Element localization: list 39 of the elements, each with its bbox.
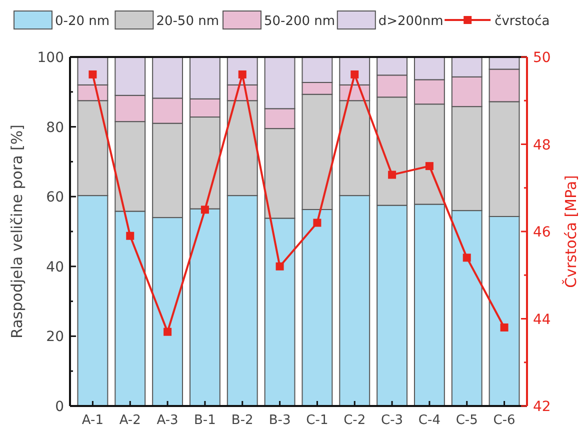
point (276, 262, 284, 270)
y-tick-label: 60 (46, 190, 64, 206)
y2-tick-label: 50 (533, 50, 551, 66)
point (313, 218, 322, 227)
legend-label: 50-200 nm (264, 14, 336, 29)
point (425, 162, 434, 170)
y2-tick-label: 48 (533, 137, 551, 154)
x-tick-label: A-2 (119, 413, 141, 428)
point (126, 232, 134, 240)
point (164, 328, 172, 336)
point (200, 206, 209, 214)
x-tick-label: C-3 (381, 413, 404, 428)
x-tick-label: C-5 (456, 413, 478, 428)
y-tick-label: 80 (46, 120, 64, 136)
y2-tick-label: 46 (533, 224, 551, 240)
legend-label: čvrstoća (494, 14, 550, 29)
x-tick-label: C-4 (418, 413, 440, 428)
legend-label: d>200nm (378, 14, 444, 29)
legend-label: 0-20 nm (55, 14, 110, 29)
y-axis-title: Raspodjela veličine pora [%] (8, 124, 26, 338)
x-tick-label: C-6 (493, 413, 516, 428)
x-tick-label: B-3 (268, 413, 291, 428)
y2-tick-label: 42 (533, 399, 551, 415)
x-tick-label: B-2 (231, 413, 254, 428)
point (500, 323, 508, 332)
y-tick-label: 100 (37, 50, 64, 66)
y-tick-label: 20 (46, 329, 64, 346)
x-tick-label: A-3 (156, 413, 178, 428)
point (462, 254, 471, 262)
y-tick-label: 40 (46, 259, 64, 276)
x-tick-label: A-1 (82, 413, 104, 428)
y2-axis-title: Čvrstoća [MPa] (562, 175, 580, 288)
legend-label: 20-50 nm (156, 14, 220, 29)
y-tick-label: 0 (55, 399, 64, 415)
x-tick-label: C-1 (306, 413, 328, 428)
x-tick-label: C-2 (344, 413, 366, 428)
y2-tick-label: 44 (533, 312, 551, 328)
x-tick-label: B-1 (194, 413, 216, 428)
point (388, 170, 396, 179)
